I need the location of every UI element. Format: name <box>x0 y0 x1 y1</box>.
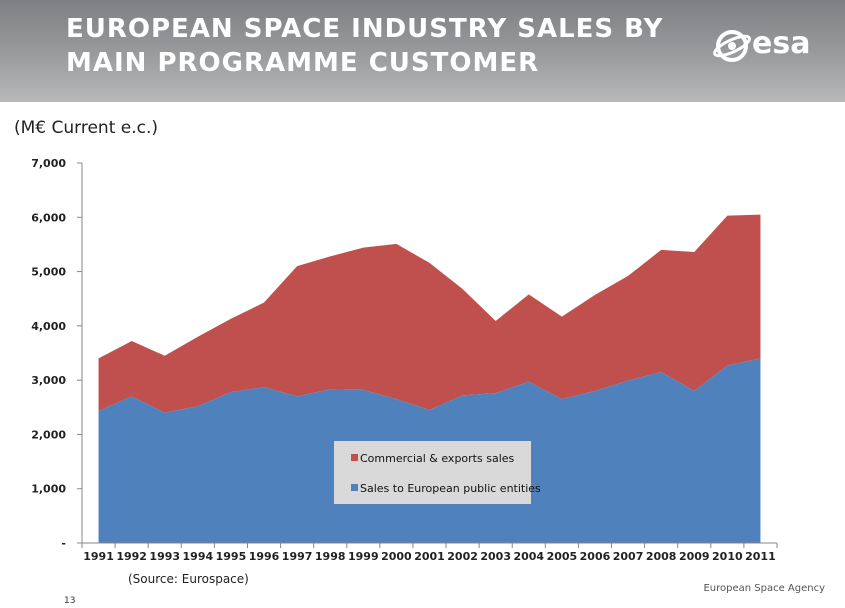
esa-emblem-icon <box>713 30 751 62</box>
y-tick-label: 1,000 <box>31 483 66 496</box>
x-tick-label: 2008 <box>646 550 677 563</box>
legend-swatch <box>351 484 358 491</box>
unit-label: (M€ Current e.c.) <box>14 118 159 138</box>
x-tick-label: 1991 <box>83 550 114 563</box>
y-tick-label: 7,000 <box>31 157 66 170</box>
x-tick-label: 1992 <box>116 550 147 563</box>
legend-label: Sales to European public entities <box>360 482 541 495</box>
x-tick-label: 2009 <box>679 550 710 563</box>
x-tick-label: 1997 <box>282 550 313 563</box>
page-title: EUROPEAN SPACE INDUSTRY SALES BY MAIN PR… <box>66 14 664 78</box>
x-tick-label: 1995 <box>216 550 247 563</box>
x-tick-label: 1994 <box>183 550 214 563</box>
x-tick-label: 2002 <box>447 550 478 563</box>
x-tick-label: 2004 <box>513 550 544 563</box>
series-area-commercial <box>98 214 761 413</box>
page-number: 13 <box>64 596 76 606</box>
y-tick-label: - <box>61 537 66 550</box>
legend-label: Commercial & exports sales <box>360 452 515 465</box>
x-tick-label: 2005 <box>547 550 578 563</box>
x-tick-label: 2011 <box>745 550 776 563</box>
x-tick-label: 2001 <box>414 550 445 563</box>
x-tick-label: 2000 <box>381 550 412 563</box>
legend-box <box>334 441 531 504</box>
x-tick-label: 1993 <box>149 550 180 563</box>
y-tick-label: 3,000 <box>31 374 66 387</box>
legend-swatch <box>351 454 358 461</box>
x-tick-label: 2003 <box>480 550 511 563</box>
y-tick-label: 6,000 <box>31 211 66 224</box>
x-tick-label: 2006 <box>580 550 611 563</box>
y-tick-label: 5,000 <box>31 266 66 279</box>
x-tick-label: 1998 <box>315 550 346 563</box>
x-tick-label: 1999 <box>348 550 379 563</box>
header-banner: EUROPEAN SPACE INDUSTRY SALES BY MAIN PR… <box>0 0 845 102</box>
footer-agency: European Space Agency <box>703 583 825 594</box>
y-tick-label: 4,000 <box>31 320 66 333</box>
x-tick-label: 2010 <box>712 550 743 563</box>
x-tick-label: 2007 <box>613 550 644 563</box>
y-tick-label: 2,000 <box>31 428 66 441</box>
esa-logo: esa <box>712 24 830 68</box>
logo-text: esa <box>752 26 811 61</box>
x-tick-label: 1996 <box>249 550 280 563</box>
source-note: (Source: Eurospace) <box>128 572 249 586</box>
